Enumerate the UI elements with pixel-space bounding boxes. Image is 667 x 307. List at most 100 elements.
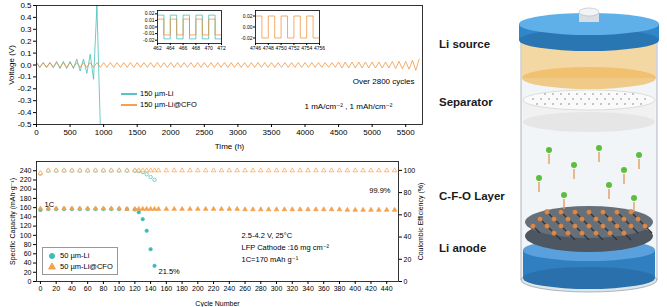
svg-text:Coulombic Efficiency (%): Coulombic Efficiency (%) (417, 183, 425, 261)
svg-text:Specific Capacity (mAh·g⁻¹): Specific Capacity (mAh·g⁻¹) (9, 178, 17, 265)
svg-text:0.01: 0.01 (145, 17, 155, 23)
svg-text:21.5%: 21.5% (159, 267, 181, 276)
svg-text:180: 180 (176, 285, 188, 292)
svg-text:320: 320 (286, 285, 298, 292)
svg-text:180: 180 (20, 195, 32, 202)
svg-text:40: 40 (404, 233, 412, 240)
svg-text:80: 80 (24, 241, 32, 248)
svg-text:-0.2: -0.2 (18, 84, 32, 93)
svg-text:5000: 5000 (363, 128, 381, 137)
svg-text:200: 200 (20, 185, 32, 192)
svg-text:1500: 1500 (128, 128, 146, 137)
svg-text:60: 60 (24, 250, 32, 257)
svg-text:464: 464 (166, 45, 175, 51)
svg-text:-0.4: -0.4 (18, 108, 32, 117)
svg-text:4752: 4752 (288, 45, 299, 51)
svg-text:1000: 1000 (95, 128, 113, 137)
svg-text:240: 240 (223, 285, 235, 292)
svg-text:440: 440 (381, 285, 393, 292)
svg-text:Cycle Number: Cycle Number (195, 300, 240, 307)
svg-text:220: 220 (20, 176, 32, 183)
svg-text:140: 140 (145, 285, 157, 292)
svg-text:-0.5: -0.5 (18, 120, 32, 129)
svg-text:0.3: 0.3 (20, 25, 32, 34)
svg-text:470: 470 (205, 45, 214, 51)
svg-text:340: 340 (302, 285, 314, 292)
svg-text:1C: 1C (45, 200, 55, 209)
svg-text:99.9%: 99.9% (369, 186, 391, 195)
svg-text:0: 0 (28, 278, 32, 285)
svg-text:220: 220 (208, 285, 220, 292)
svg-text:4754: 4754 (301, 45, 312, 51)
svg-text:-0.1: -0.1 (18, 72, 32, 81)
svg-text:20: 20 (24, 269, 32, 276)
svg-text:120: 120 (20, 222, 32, 229)
svg-text:4500: 4500 (330, 128, 348, 137)
svg-text:5500: 5500 (397, 128, 415, 137)
svg-text:40: 40 (68, 285, 76, 292)
svg-text:0.5: 0.5 (20, 1, 32, 10)
svg-text:468: 468 (192, 45, 201, 51)
svg-text:Li source: Li source (439, 38, 490, 50)
svg-text:3500: 3500 (263, 128, 281, 137)
svg-text:0.02: 0.02 (145, 10, 155, 16)
svg-text:0.4: 0.4 (20, 13, 32, 22)
svg-text:462: 462 (153, 45, 162, 51)
svg-text:0.0: 0.0 (20, 61, 32, 70)
svg-text:0: 0 (34, 128, 39, 137)
svg-text:420: 420 (365, 285, 377, 292)
svg-text:1C=170 mAh g⁻¹: 1C=170 mAh g⁻¹ (242, 255, 299, 264)
svg-text:3000: 3000 (229, 128, 247, 137)
svg-text:300: 300 (271, 285, 283, 292)
svg-text:Voltage (V): Voltage (V) (7, 45, 16, 85)
svg-text:0.00: 0.00 (243, 24, 253, 30)
svg-text:100: 100 (404, 167, 416, 174)
svg-text:C-F-O Layer: C-F-O Layer (439, 190, 505, 202)
svg-text:Li anode: Li anode (439, 242, 486, 254)
svg-text:-0.02: -0.02 (143, 37, 155, 43)
svg-text:466: 466 (179, 45, 188, 51)
svg-text:380: 380 (334, 285, 346, 292)
svg-text:100: 100 (20, 232, 32, 239)
svg-text:4750: 4750 (276, 45, 287, 51)
svg-text:2000: 2000 (162, 128, 180, 137)
svg-text:LFP Cathode :16 mg cm⁻²: LFP Cathode :16 mg cm⁻² (242, 243, 330, 252)
svg-text:4000: 4000 (296, 128, 314, 137)
svg-text:40: 40 (24, 259, 32, 266)
svg-text:260: 260 (239, 285, 251, 292)
svg-text:0.02: 0.02 (243, 13, 253, 19)
svg-text:140: 140 (20, 213, 32, 220)
svg-text:0: 0 (38, 285, 42, 292)
svg-text:Over 2800 cycles: Over 2800 cycles (353, 77, 415, 86)
svg-text:0.00: 0.00 (145, 24, 155, 30)
svg-text:2500: 2500 (195, 128, 213, 137)
svg-text:20: 20 (404, 256, 412, 263)
svg-text:Time (h): Time (h) (215, 142, 245, 151)
svg-text:400: 400 (349, 285, 361, 292)
svg-text:200: 200 (192, 285, 204, 292)
svg-text:240: 240 (20, 167, 32, 174)
svg-text:-0.02: -0.02 (241, 35, 253, 41)
svg-text:60: 60 (404, 211, 412, 218)
svg-text:20: 20 (52, 285, 60, 292)
svg-text:360: 360 (318, 285, 330, 292)
svg-text:80: 80 (99, 285, 107, 292)
svg-text:-0.3: -0.3 (18, 96, 32, 105)
svg-text:4746: 4746 (250, 45, 261, 51)
svg-text:500: 500 (63, 128, 77, 137)
svg-text:160: 160 (161, 285, 173, 292)
svg-text:-0.01: -0.01 (143, 30, 155, 36)
svg-text:60: 60 (84, 285, 92, 292)
svg-text:100: 100 (113, 285, 125, 292)
svg-text:0.2: 0.2 (20, 37, 32, 46)
svg-text:120: 120 (129, 285, 141, 292)
svg-text:160: 160 (20, 204, 32, 211)
svg-text:4756: 4756 (314, 45, 325, 51)
svg-text:80: 80 (404, 189, 412, 196)
svg-text:0.1: 0.1 (20, 49, 32, 58)
svg-text:0: 0 (404, 278, 408, 285)
svg-text:2.5-4.2 V, 25°C: 2.5-4.2 V, 25°C (242, 231, 293, 240)
svg-text:Separator: Separator (439, 96, 493, 108)
svg-text:280: 280 (255, 285, 267, 292)
svg-text:1 mA/cm⁻² , 1 mAh/cm⁻²: 1 mA/cm⁻² , 1 mAh/cm⁻² (304, 102, 392, 111)
